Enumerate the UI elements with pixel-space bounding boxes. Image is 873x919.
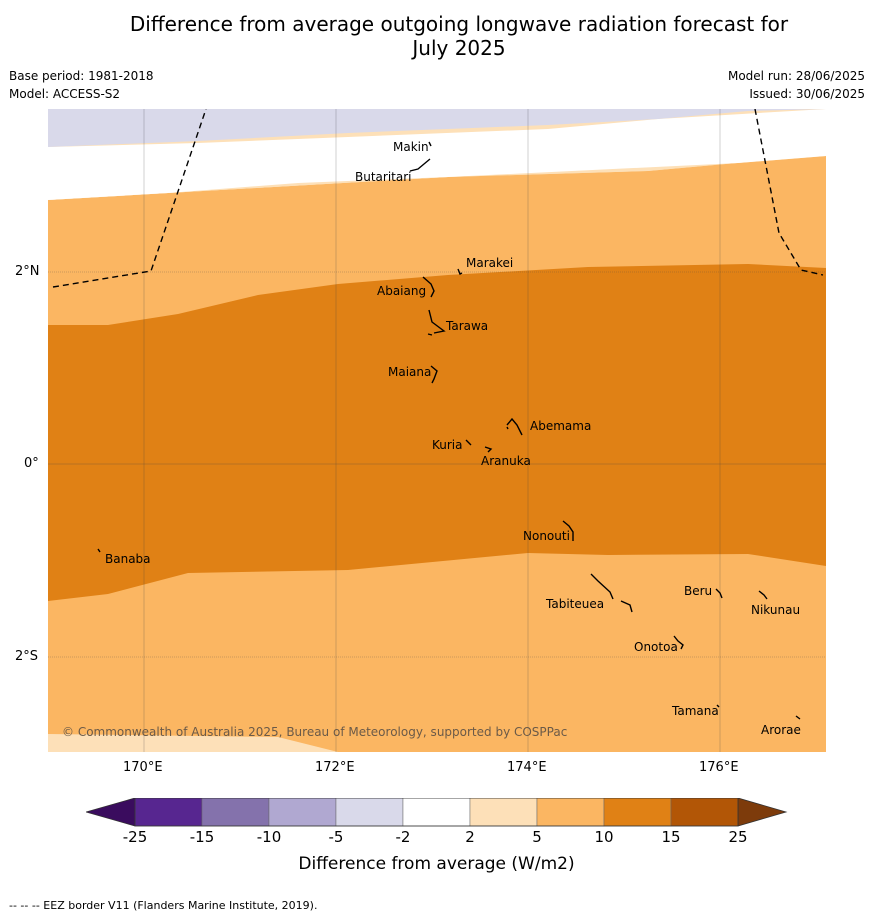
- model-run: Model run: 28/06/2025: [727, 69, 865, 83]
- y-tick-0: 0°: [24, 456, 39, 471]
- gridlines: [48, 109, 826, 752]
- label-tabiteuea: Tabiteuea: [545, 597, 604, 611]
- label-makin: Makin: [393, 140, 429, 154]
- label-marakei: Marakei: [466, 256, 513, 270]
- meta-right: Model run: 28/06/2025 Issued: 30/06/2025: [728, 67, 865, 103]
- label-butaritari: Butaritari: [355, 170, 412, 184]
- label-tamana: Tamana: [671, 704, 719, 718]
- label-abaiang: Abaiang: [377, 284, 426, 298]
- colorbar-tick-label: -5: [328, 828, 344, 846]
- colorbar-segment: [402, 798, 471, 827]
- label-nonouti: Nonouti: [523, 529, 570, 543]
- colorbar-tick-label: 10: [594, 828, 614, 846]
- band-10-15: [48, 264, 826, 601]
- model-name: Model: ACCESS-S2: [9, 87, 121, 101]
- colorbar-segment: [268, 798, 337, 827]
- colorbar-segment: [469, 798, 538, 827]
- colorbar: [86, 798, 788, 827]
- colorbar-tick-label: -25: [122, 828, 148, 846]
- colorbar-segment: [603, 798, 672, 827]
- colorbar-segment: [536, 798, 605, 827]
- copyright-text: © Commonwealth of Australia 2025, Bureau…: [62, 725, 567, 739]
- band-5-10-upper: [48, 195, 826, 325]
- label-nikunau: Nikunau: [751, 603, 800, 617]
- x-tick-176e: 176°E: [699, 760, 739, 775]
- colorbar-tick-label: 15: [661, 828, 681, 846]
- colorbar-segment: [201, 798, 270, 827]
- colorbar-segment: [134, 798, 203, 827]
- title-line-2: July 2025: [412, 36, 506, 60]
- colorbar-segment: [335, 798, 404, 827]
- x-tick-172e: 172°E: [315, 760, 355, 775]
- footer-note: -- -- -- EEZ border V11 (Flanders Marine…: [9, 899, 318, 912]
- colorbar-tick-label: -10: [256, 828, 282, 846]
- colorbar-tick-label: -15: [189, 828, 215, 846]
- map-panel: Makin Butaritari Marakei Abaiang Tarawa …: [48, 109, 826, 752]
- eez-border: [52, 109, 824, 288]
- colorbar-tick-label: 2: [465, 828, 475, 846]
- label-tarawa: Tarawa: [445, 319, 488, 333]
- label-onotoa: Onotoa: [634, 640, 678, 654]
- label-aranuka: Aranuka: [481, 454, 531, 468]
- colorbar-tick-label: 5: [532, 828, 542, 846]
- label-abemama: Abemama: [530, 419, 591, 433]
- colorbar-title: Difference from average (W/m2): [298, 854, 575, 874]
- x-tick-174e: 174°E: [507, 760, 547, 775]
- colorbar-tick-label: -2: [395, 828, 411, 846]
- y-tick-2s: 2°S: [15, 649, 39, 664]
- y-tick-2n: 2°N: [15, 264, 40, 279]
- island-shapes: [97, 141, 801, 720]
- meta-left: Base period: 1981-2018 Model: ACCESS-S2: [9, 67, 154, 103]
- base-period: Base period: 1981-2018: [9, 69, 154, 83]
- colorbar-extend-low: [86, 798, 135, 826]
- colorbar-segment: [670, 798, 739, 827]
- chart-title: Difference from average outgoing longwav…: [0, 12, 873, 60]
- label-arorae: Arorae: [761, 723, 801, 737]
- band-neutral: [48, 109, 826, 200]
- label-kuria: Kuria: [432, 438, 463, 452]
- x-tick-170e: 170°E: [123, 760, 163, 775]
- island-labels: Makin Butaritari Marakei Abaiang Tarawa …: [105, 140, 801, 737]
- map-svg: Makin Butaritari Marakei Abaiang Tarawa …: [48, 109, 826, 752]
- label-banaba: Banaba: [105, 552, 151, 566]
- issued-date: Issued: 30/06/2025: [749, 87, 865, 101]
- colorbar-tick-label: 25: [728, 828, 748, 846]
- colorbar-segments: [134, 798, 739, 827]
- colorbar-extend-high: [738, 798, 786, 826]
- label-maiana: Maiana: [388, 365, 431, 379]
- title-line-1: Difference from average outgoing longwav…: [129, 12, 789, 36]
- label-beru: Beru: [684, 584, 712, 598]
- band-neg5-neg2: [48, 109, 826, 147]
